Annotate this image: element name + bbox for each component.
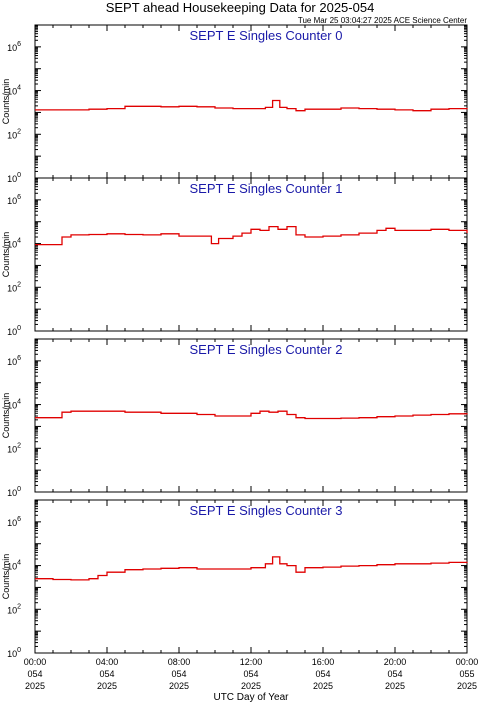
x-tick-label: 054: [99, 669, 114, 679]
y-tick-label: 102: [7, 281, 21, 293]
x-tick-label: 054: [387, 669, 402, 679]
y-tick-label: 100: [7, 647, 21, 659]
x-tick-label: 2025: [385, 681, 405, 691]
y-tick-label: 100: [7, 486, 21, 498]
y-tick-base: 10: [7, 196, 17, 206]
plot-frame: [34, 499, 468, 654]
y-tick-label: 100: [7, 325, 21, 337]
panel-title: SEPT E Singles Counter 1: [190, 181, 343, 196]
y-tick-label: 106: [7, 355, 21, 367]
x-tick-label: 20:00: [384, 657, 407, 667]
panel-title: SEPT E Singles Counter 0: [190, 28, 343, 43]
x-tick-label: 2025: [241, 681, 261, 691]
y-tick-base: 10: [7, 605, 17, 615]
y-tick-label: 106: [7, 41, 21, 53]
y-tick-exponent: 0: [17, 647, 21, 654]
series-line: [35, 225, 468, 246]
y-tick-base: 10: [7, 283, 17, 293]
y-tick-exponent: 2: [17, 603, 21, 610]
x-tick-label: 055: [459, 669, 474, 679]
y-tick-base: 10: [7, 518, 17, 528]
x-tick-label: 2025: [457, 681, 477, 691]
timestamp-label: Tue Mar 25 03:04:27 2025 ACE Science Cen…: [298, 16, 467, 25]
y-tick-exponent: 2: [17, 442, 21, 449]
y-axis-label: Counts/min: [1, 393, 11, 439]
x-tick-label: 08:00: [168, 657, 191, 667]
y-tick-base: 10: [7, 562, 17, 572]
panel-title: SEPT E Singles Counter 2: [190, 342, 343, 357]
y-tick-label: 104: [7, 85, 21, 97]
y-tick-label: 104: [7, 399, 21, 411]
x-tick-label: 2025: [169, 681, 189, 691]
y-tick-label: 100: [7, 172, 21, 184]
y-tick-base: 10: [7, 174, 17, 184]
x-tick-label: 16:00: [312, 657, 335, 667]
y-tick-label: 104: [7, 238, 21, 250]
y-tick-label: 102: [7, 442, 21, 454]
y-axis-label: Counts/min: [1, 232, 11, 278]
x-tick-label: 00:00: [24, 657, 47, 667]
y-tick-label: 102: [7, 128, 21, 140]
y-tick-base: 10: [7, 401, 17, 411]
y-tick-exponent: 4: [17, 560, 21, 567]
y-tick-base: 10: [7, 357, 17, 367]
x-tick-label: 054: [315, 669, 330, 679]
y-tick-base: 10: [7, 649, 17, 659]
y-tick-exponent: 2: [17, 281, 21, 288]
y-tick-exponent: 6: [17, 41, 21, 48]
y-tick-base: 10: [7, 43, 17, 53]
y-tick-exponent: 0: [17, 325, 21, 332]
y-tick-exponent: 4: [17, 85, 21, 92]
y-tick-exponent: 0: [17, 172, 21, 179]
y-axis-label: Counts/min: [1, 554, 11, 600]
y-tick-base: 10: [7, 327, 17, 337]
y-tick-exponent: 6: [17, 516, 21, 523]
y-tick-label: 102: [7, 603, 21, 615]
y-tick-label: 104: [7, 560, 21, 572]
y-tick-base: 10: [7, 130, 17, 140]
y-tick-exponent: 0: [17, 486, 21, 493]
y-tick-exponent: 4: [17, 238, 21, 245]
x-tick-label: 2025: [313, 681, 333, 691]
y-tick-label: 106: [7, 516, 21, 528]
y-tick-label: 106: [7, 194, 21, 206]
x-tick-label: 2025: [25, 681, 45, 691]
y-axis-label: Counts/min: [1, 79, 11, 125]
y-tick-base: 10: [7, 444, 17, 454]
y-tick-base: 10: [7, 240, 17, 250]
y-tick-exponent: 4: [17, 399, 21, 406]
y-tick-base: 10: [7, 488, 17, 498]
series-line: [35, 99, 468, 112]
figure-title: SEPT ahead Housekeeping Data for 2025-05…: [106, 0, 375, 15]
x-tick-label: 054: [243, 669, 258, 679]
x-tick-label: 12:00: [240, 657, 263, 667]
x-tick-label: 054: [27, 669, 42, 679]
y-tick-exponent: 6: [17, 355, 21, 362]
x-tick-label: 2025: [97, 681, 117, 691]
x-tick-label: 04:00: [96, 657, 119, 667]
plot-frame: [34, 24, 468, 179]
y-tick-exponent: 6: [17, 194, 21, 201]
series-line: [35, 556, 468, 581]
x-axis-label: UTC Day of Year: [213, 692, 289, 703]
y-tick-exponent: 2: [17, 128, 21, 135]
y-tick-base: 10: [7, 87, 17, 97]
plot-frame: [34, 177, 468, 332]
series-line: [35, 410, 468, 420]
panel-title: SEPT E Singles Counter 3: [190, 503, 343, 518]
x-tick-label: 054: [171, 669, 186, 679]
x-tick-label: 00:00: [456, 657, 479, 667]
